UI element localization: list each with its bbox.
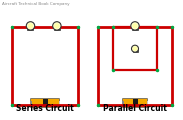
Bar (122, 101, 124, 105)
Bar (59, 101, 60, 105)
Bar (132, 99, 137, 107)
Circle shape (131, 22, 139, 30)
Circle shape (132, 23, 138, 29)
Bar (147, 101, 148, 105)
Bar (27, 27, 33, 30)
Text: Series Circuit: Series Circuit (16, 104, 74, 113)
Circle shape (132, 45, 139, 52)
Bar (30, 101, 31, 105)
Bar (42, 99, 48, 107)
FancyBboxPatch shape (31, 99, 59, 108)
Circle shape (53, 22, 61, 30)
Circle shape (54, 23, 60, 29)
Bar (54, 27, 60, 30)
Text: Parallel Circuit: Parallel Circuit (103, 104, 167, 113)
Circle shape (26, 22, 35, 30)
FancyBboxPatch shape (122, 99, 147, 108)
Bar (132, 27, 138, 30)
Text: Aircraft Technical Book Company: Aircraft Technical Book Company (2, 2, 70, 6)
Circle shape (28, 23, 33, 29)
Circle shape (133, 46, 137, 51)
Bar (132, 49, 137, 52)
